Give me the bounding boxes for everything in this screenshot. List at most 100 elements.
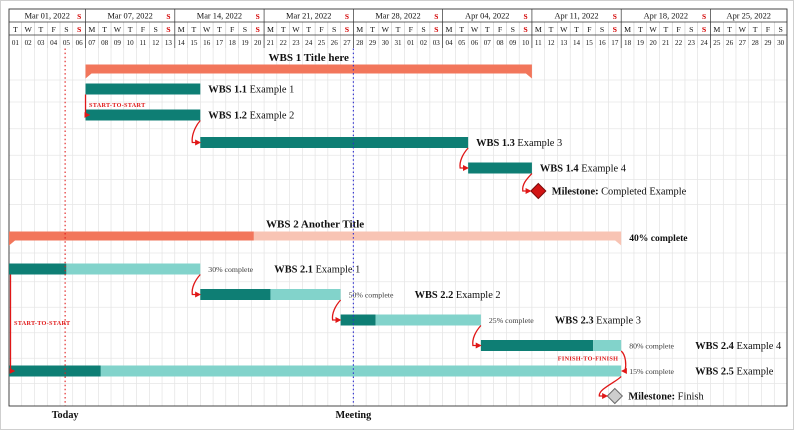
- day-number: 21: [662, 39, 670, 47]
- day-number: 08: [496, 39, 504, 47]
- task-bar-done-t25: [9, 365, 101, 377]
- day-number: 14: [573, 39, 581, 47]
- day-letter: S: [332, 25, 336, 34]
- day-number: 14: [178, 39, 186, 47]
- day-number: 28: [752, 39, 760, 47]
- week-label: Apr 18, 2022: [644, 12, 688, 21]
- day-letter: S: [511, 25, 515, 34]
- day-letter: W: [382, 25, 390, 34]
- day-letter: M: [446, 25, 453, 34]
- day-letter: F: [51, 25, 56, 34]
- day-number: 27: [739, 39, 747, 47]
- day-number: 22: [675, 39, 683, 47]
- day-number: 22: [280, 39, 288, 47]
- day-letter: F: [141, 25, 146, 34]
- task-bar-t13: [200, 137, 469, 148]
- day-letter: M: [624, 25, 631, 34]
- task-bar-done-t22: [200, 289, 271, 300]
- link-label: FINISH-TO-FINISH: [558, 355, 618, 362]
- day-number: 30: [382, 39, 390, 47]
- day-number: 06: [76, 39, 84, 47]
- milestone-label-m1: Milestone: Completed Example: [552, 187, 687, 198]
- day-number: 25: [318, 39, 326, 47]
- link-start-to-start: [9, 274, 16, 374]
- day-number: 03: [433, 39, 441, 47]
- day-number: 13: [560, 39, 568, 47]
- day-number: 11: [139, 39, 146, 47]
- link-start-to-start: [84, 94, 91, 118]
- link-finish-to-start: [598, 376, 622, 399]
- day-number: 28: [356, 39, 364, 47]
- week-row-sunday-letter: S: [77, 12, 81, 21]
- task-bar-todo-t23: [375, 314, 481, 326]
- group-bar-todo-g2: [253, 231, 622, 246]
- week-label: Mar 07, 2022: [107, 12, 152, 21]
- day-number: 02: [420, 39, 428, 47]
- task-bar-t12: [85, 109, 201, 121]
- day-letter: S: [345, 25, 349, 34]
- day-number: 10: [127, 39, 135, 47]
- day-number: 09: [114, 39, 122, 47]
- day-letter: F: [587, 25, 592, 34]
- task-progress-label-t25: 15% complete: [629, 367, 674, 376]
- group-title-g1_title: WBS 1 Title here: [269, 52, 349, 64]
- day-letter: S: [778, 25, 782, 34]
- day-number: 29: [369, 39, 377, 47]
- group-progress-label-g2: 40% complete: [629, 233, 688, 244]
- day-number: 19: [241, 39, 249, 47]
- day-letter: T: [753, 25, 758, 34]
- task-bar-todo-t21: [66, 263, 201, 275]
- day-number: 12: [152, 39, 160, 47]
- link-finish-to-finish: [620, 350, 627, 374]
- day-letter: F: [319, 25, 324, 34]
- markers-layer: Today Meeting: [52, 48, 372, 421]
- milestone-diamond-m2: [606, 387, 624, 405]
- task-bar-todo-t22: [270, 289, 341, 300]
- day-number: 10: [522, 39, 530, 47]
- week-row-sunday-letter: S: [256, 12, 260, 21]
- day-number: 15: [190, 39, 198, 47]
- week-row-sunday-letter: S: [434, 12, 438, 21]
- task-bar-done-t24: [480, 340, 594, 351]
- day-letter: S: [256, 25, 260, 34]
- task-label-t14: WBS 1.4 Example 4: [540, 164, 627, 175]
- day-number: 04: [445, 39, 453, 47]
- meeting-label: Meeting: [336, 410, 372, 421]
- day-letter: S: [613, 25, 617, 34]
- milestone-label-m2: Milestone: Finish: [628, 392, 704, 403]
- day-letter: T: [39, 25, 44, 34]
- week-label: Mar 14, 2022: [197, 12, 242, 21]
- day-number: 21: [267, 39, 275, 47]
- day-letter: S: [166, 25, 170, 34]
- task-bar-t14: [468, 162, 532, 174]
- task-bar-done-t23: [340, 314, 376, 326]
- week-label: Mar 28, 2022: [375, 12, 420, 21]
- day-number: 02: [25, 39, 33, 47]
- link-finish-to-start: [331, 299, 342, 323]
- day-number: 20: [650, 39, 658, 47]
- day-number: 03: [37, 39, 45, 47]
- milestone-diamond-m1: [530, 182, 547, 200]
- day-letter: T: [638, 25, 643, 34]
- task-progress-label-t23: 25% complete: [489, 316, 534, 325]
- day-letter: F: [676, 25, 681, 34]
- link-label: START-TO-START: [89, 102, 146, 109]
- task-bar-done-t21: [9, 263, 67, 275]
- chart-border: [8, 8, 788, 407]
- day-number: 09: [509, 39, 517, 47]
- day-number: 07: [88, 39, 96, 47]
- link-finish-to-start: [472, 325, 482, 349]
- day-letter: S: [243, 25, 247, 34]
- day-letter: S: [702, 25, 706, 34]
- group-bar-done-g2: [9, 231, 254, 246]
- day-number: 26: [331, 39, 339, 47]
- day-letter: T: [13, 25, 18, 34]
- day-letter: F: [766, 25, 771, 34]
- task-label-t23: WBS 2.3 Example 3: [555, 316, 641, 327]
- day-number: 01: [407, 39, 415, 47]
- day-number: 24: [305, 39, 313, 47]
- day-letter: T: [281, 25, 286, 34]
- week-label: Apr 11, 2022: [554, 12, 598, 21]
- day-letter: W: [292, 25, 300, 34]
